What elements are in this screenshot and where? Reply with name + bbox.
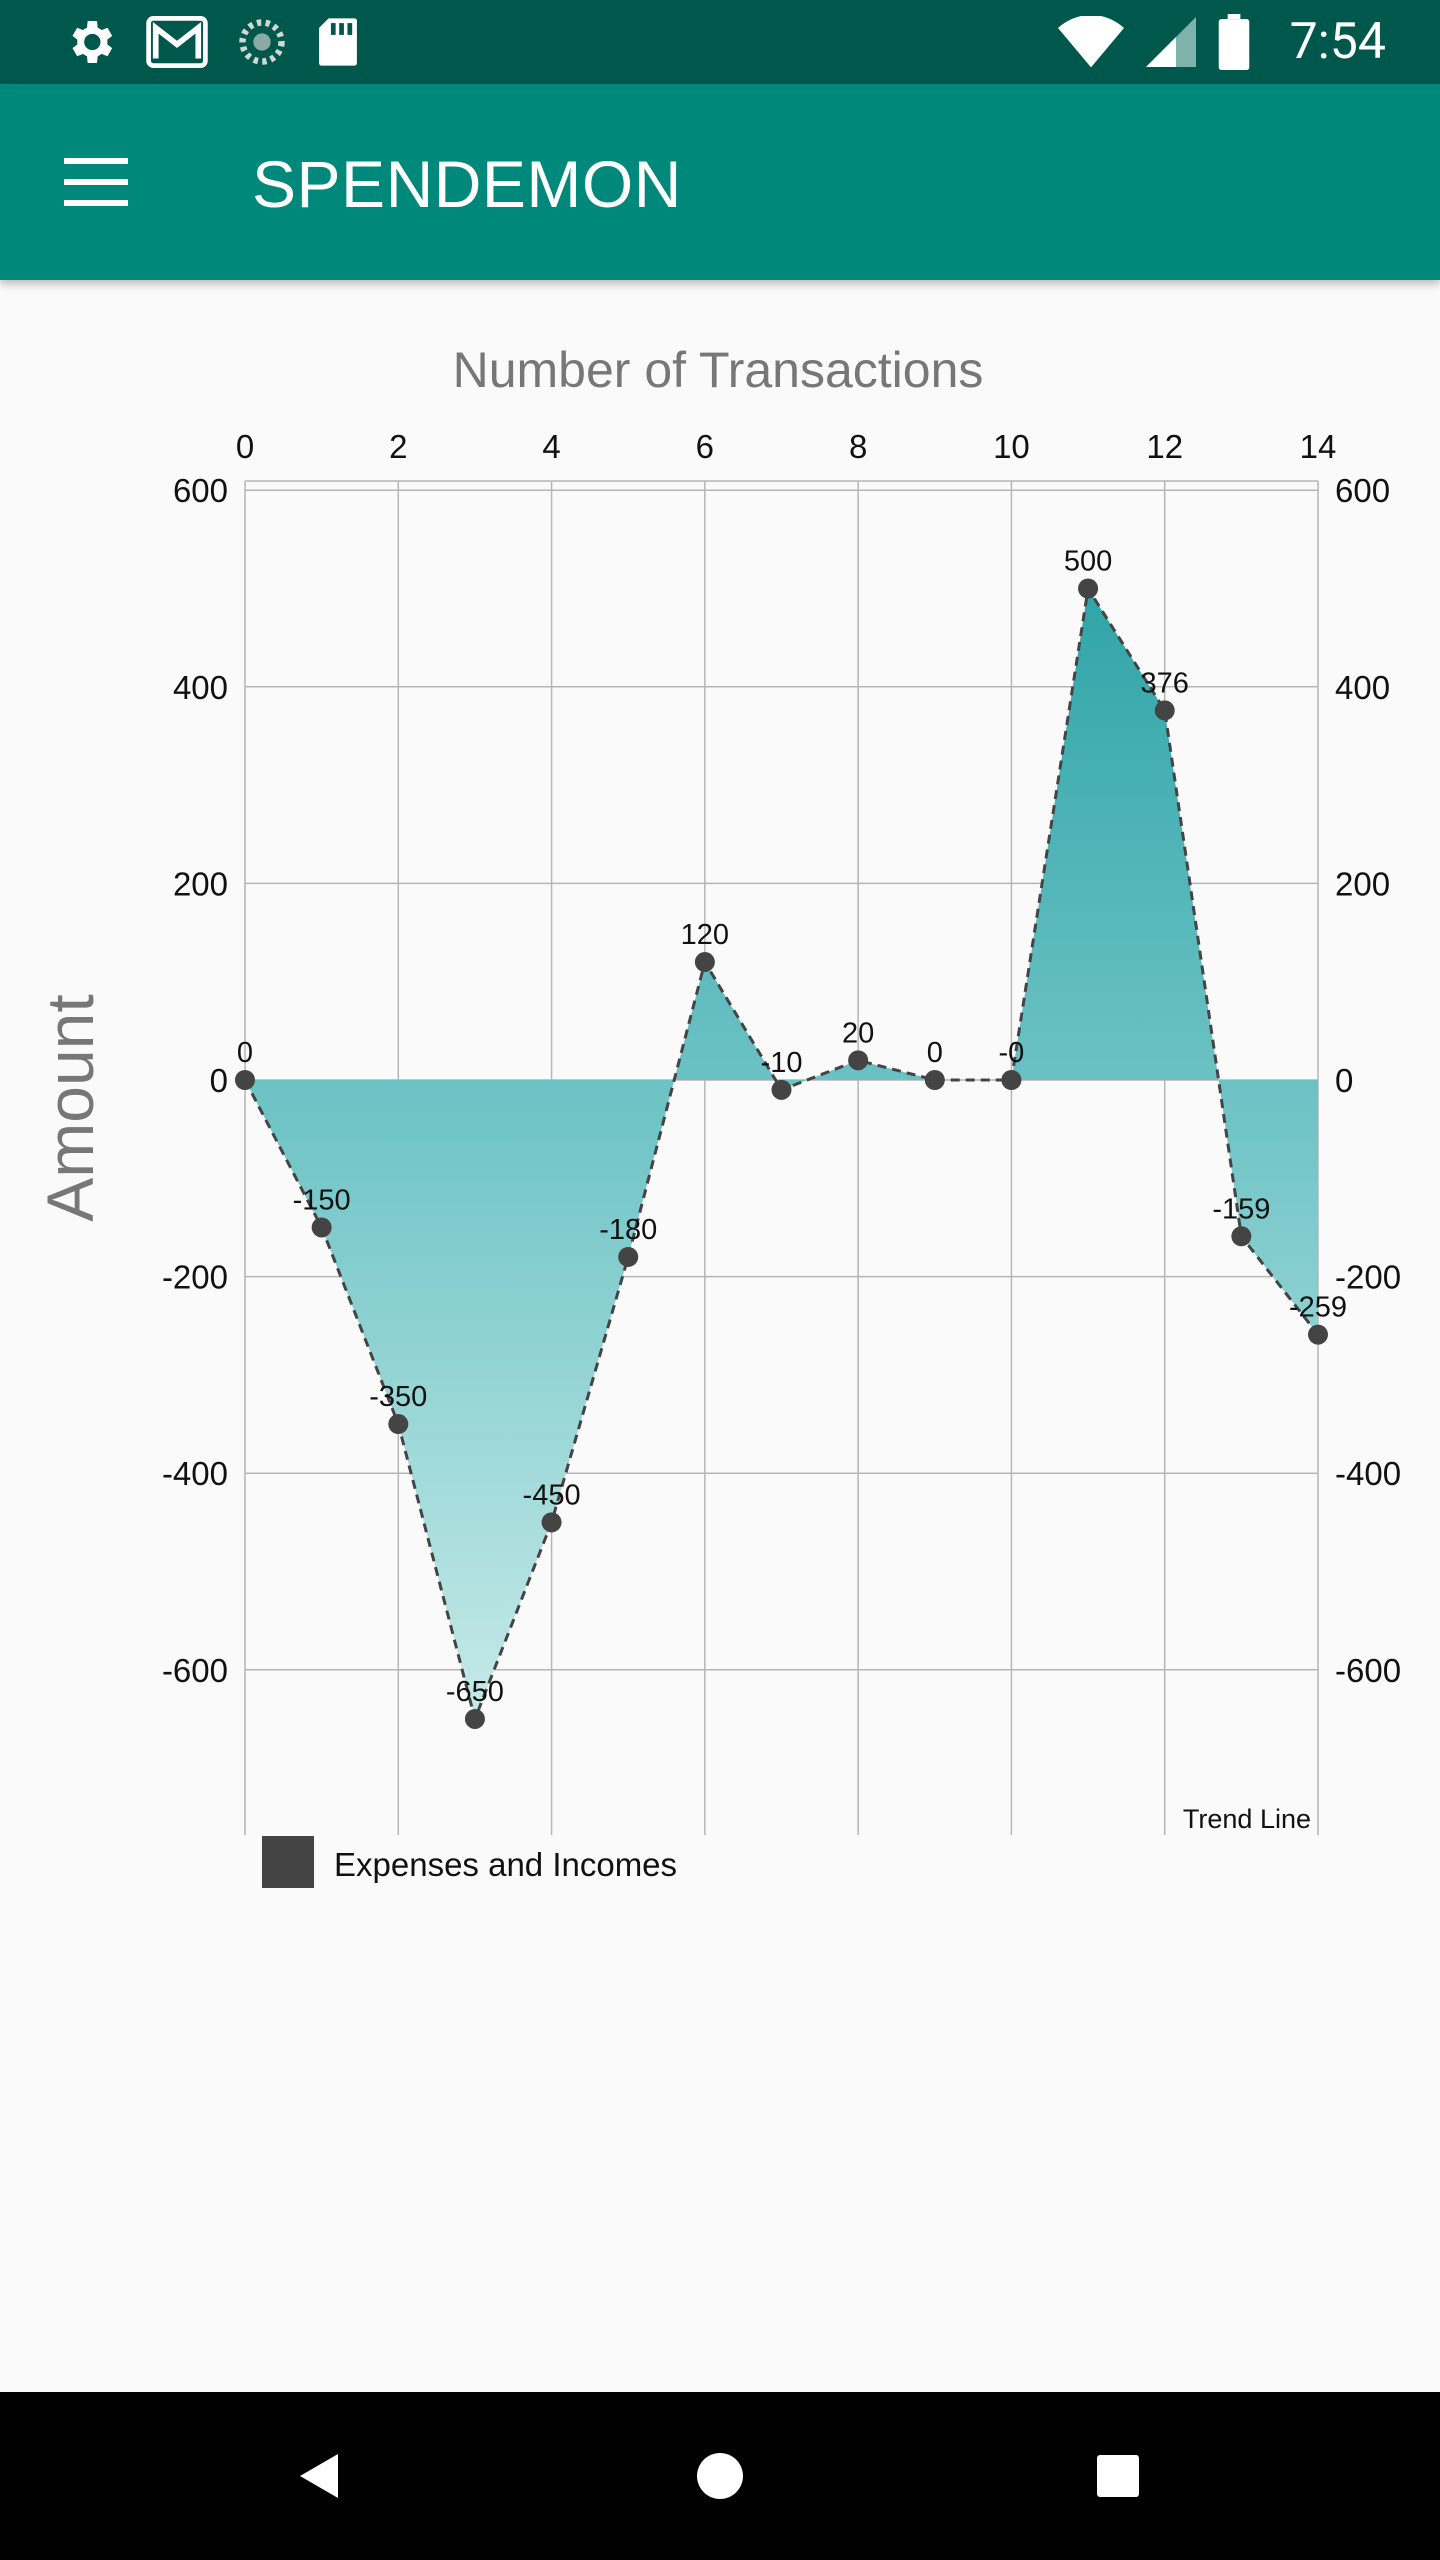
- settings-icon: [72, 21, 113, 63]
- data-label: 20: [842, 1017, 874, 1049]
- app-title: SPENDEMON: [252, 147, 682, 221]
- y-tick-label-left: 400: [173, 669, 228, 706]
- data-point: [771, 1079, 792, 1100]
- data-point: [848, 1050, 869, 1071]
- data-label: -650: [446, 1676, 504, 1708]
- chart-points: [235, 578, 1328, 1729]
- data-point: [464, 1708, 485, 1729]
- data-point: [694, 952, 715, 973]
- data-point: [1078, 578, 1099, 599]
- status-bar: 7:54: [0, 0, 1440, 84]
- chart-data-labels: 0 -150 -350 -650 -450 -180 120 -10 20 0 -0 500 376 -1…: [237, 546, 1347, 1708]
- home-circle-icon: [697, 2453, 743, 2499]
- y-tick-label-right: -200: [1335, 1259, 1401, 1296]
- chart-area-fill: [245, 588, 1318, 1719]
- back-triangle-icon: [300, 2454, 338, 2498]
- data-label: 120: [681, 919, 729, 951]
- data-label: -350: [369, 1381, 427, 1413]
- y-tick-label-right: 200: [1335, 865, 1390, 902]
- data-point: [235, 1070, 255, 1090]
- chart-area[interactable]: 0 -150 -350 -650 -450 -180 120 -10 20 0 -0 500 376 -1…: [0, 280, 1440, 1890]
- menu-button[interactable]: [56, 146, 136, 218]
- data-point: [541, 1512, 562, 1533]
- y-tick-label-left: -600: [162, 1652, 228, 1689]
- status-time: 7:54: [1289, 13, 1386, 71]
- data-point: [1231, 1226, 1252, 1247]
- x-tick-label: 10: [993, 428, 1030, 465]
- chart-legend: Expenses and Incomes: [262, 1836, 677, 1888]
- x-tick-label: 8: [849, 428, 867, 465]
- navigation-bar: [0, 2392, 1440, 2560]
- y-tick-label-left: -200: [162, 1259, 228, 1296]
- legend-label: Expenses and Incomes: [334, 1846, 677, 1883]
- legend-swatch: [262, 1836, 314, 1888]
- recents-button[interactable]: [1078, 2436, 1158, 2516]
- y-tick-label-left: 200: [173, 865, 228, 902]
- x-tick-label: 2: [389, 428, 407, 465]
- data-label: 0: [237, 1037, 253, 1069]
- hamburger-menu-icon: [64, 158, 128, 206]
- x-tick-label: 4: [542, 428, 560, 465]
- data-point: [388, 1414, 409, 1435]
- data-label: 0: [927, 1037, 943, 1069]
- signal-icon: [1145, 17, 1196, 67]
- data-point: [924, 1070, 945, 1090]
- x-tick-label: 6: [696, 428, 714, 465]
- data-label: -150: [293, 1184, 351, 1216]
- x-tick-label: 12: [1146, 428, 1183, 465]
- y-tick-label-left: 600: [173, 472, 228, 509]
- y-tick-label-right: -400: [1335, 1455, 1401, 1492]
- y-tick-label-left: -400: [162, 1455, 228, 1492]
- data-point: [1001, 1070, 1022, 1090]
- data-point: [311, 1217, 332, 1238]
- data-label: -450: [523, 1479, 581, 1511]
- y-axis-title: Amount: [33, 994, 107, 1221]
- battery-icon: [1218, 14, 1249, 70]
- data-label: -180: [599, 1214, 657, 1246]
- data-label: 500: [1064, 546, 1112, 578]
- data-label: 376: [1141, 667, 1189, 699]
- wifi-icon: [1057, 16, 1124, 68]
- data-label: -0: [999, 1037, 1025, 1069]
- back-button[interactable]: [280, 2436, 360, 2516]
- trend-line-label: Trend Line: [1183, 1804, 1311, 1834]
- y-tick-label-right: -600: [1335, 1652, 1401, 1689]
- data-point: [1308, 1324, 1328, 1345]
- series-area: [245, 588, 1318, 1719]
- status-left-icons: [62, 14, 360, 70]
- app-bar: SPENDEMON: [0, 84, 1440, 280]
- home-button[interactable]: [680, 2436, 760, 2516]
- status-right-icons: 7:54: [1057, 10, 1386, 74]
- chart-title: Number of Transactions: [453, 342, 984, 398]
- x-tick-label: 0: [236, 428, 254, 465]
- gmail-icon: [146, 16, 208, 68]
- y-tick-label-right: 400: [1335, 669, 1390, 706]
- sd-card-icon: [319, 18, 357, 66]
- y-tick-label-right: 0: [1335, 1062, 1353, 1099]
- x-tick-label: 14: [1300, 428, 1337, 465]
- data-label: -159: [1212, 1193, 1270, 1225]
- data-point: [1154, 700, 1175, 721]
- y-tick-label-left: 0: [210, 1062, 228, 1099]
- data-label: -259: [1289, 1292, 1347, 1324]
- y-tick-label-right: 600: [1335, 472, 1390, 509]
- recents-square-icon: [1097, 2455, 1139, 2497]
- data-point: [618, 1246, 639, 1267]
- data-label: -10: [761, 1047, 803, 1079]
- sync-icon: [239, 19, 285, 65]
